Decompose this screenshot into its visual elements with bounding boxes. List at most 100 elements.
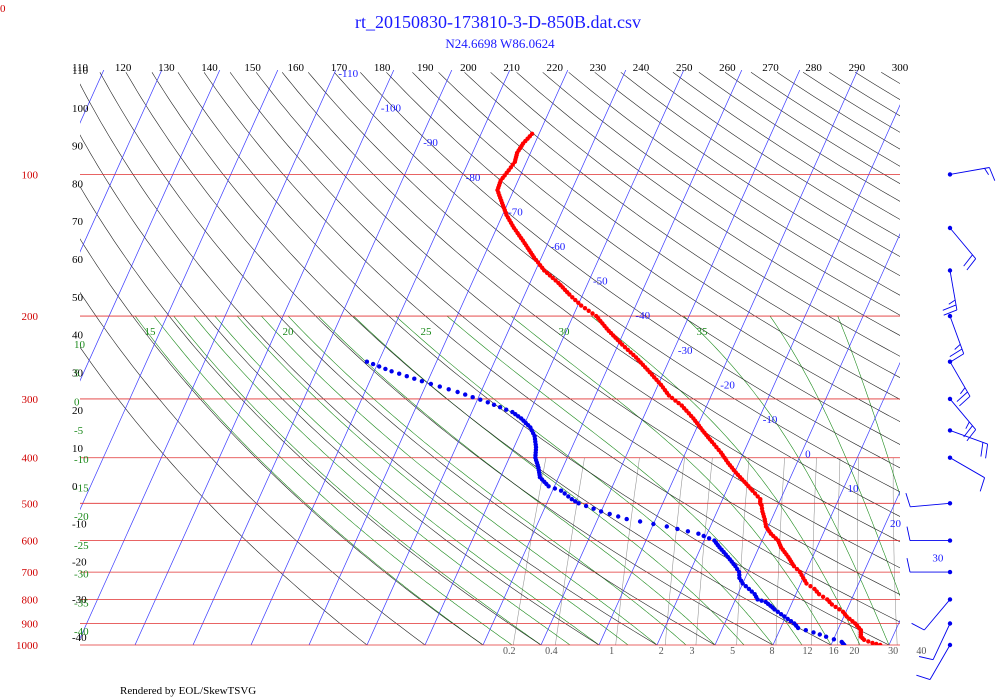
temperature-point xyxy=(837,607,842,612)
top-labels: 110 120 130 140 150 160 170 180 190 200 210 220 230 2… xyxy=(72,62,909,74)
dewpoint-point xyxy=(817,632,822,637)
dry-adiabat-label: 70 xyxy=(72,216,84,228)
temperature-point xyxy=(866,639,871,644)
dry-adiabat-line xyxy=(80,83,658,645)
dewpoint-trace xyxy=(364,359,847,645)
wind-barb-staff xyxy=(929,644,951,680)
dewpoint-point xyxy=(752,592,757,597)
temperature-trace xyxy=(495,131,883,645)
top-label: 220 xyxy=(546,62,563,74)
dry-adiabat-label: 100 xyxy=(72,103,89,115)
temperature-point xyxy=(594,313,599,319)
dry-adiabat-label: 110 xyxy=(72,65,89,77)
top-label: 160 xyxy=(288,62,305,74)
temperature-point xyxy=(679,403,684,408)
top-label: 230 xyxy=(590,62,607,74)
wind-barb-flag xyxy=(906,558,911,573)
dry-adiabat-line xyxy=(646,72,900,239)
wind-barb-station xyxy=(947,313,953,319)
mixing-ratio-lines xyxy=(512,457,898,645)
isotherm-line xyxy=(250,70,511,645)
moist-adiabat-line xyxy=(236,315,629,645)
dewpoint-point xyxy=(775,609,780,614)
isotherm-line xyxy=(308,70,569,645)
dewpoint-point xyxy=(701,533,706,539)
dry-adiabat-line xyxy=(412,72,900,422)
mixing-ratio-label: 0.2 xyxy=(503,646,516,657)
top-label: 120 xyxy=(115,62,132,74)
isotherm-label: -90 xyxy=(423,137,438,149)
isobars xyxy=(80,174,900,646)
moist-adiabat-line xyxy=(261,315,658,645)
top-label: 270 xyxy=(762,62,779,74)
dewpoint-point xyxy=(749,589,754,594)
wind-barb-flag xyxy=(966,429,977,442)
top-label: 110 xyxy=(72,62,89,74)
isotherm-label: 20 xyxy=(890,518,902,530)
top-label: 170 xyxy=(331,62,348,74)
temperature-point xyxy=(625,347,630,352)
wind-barb-flag xyxy=(959,395,971,407)
moist-adiabat-line xyxy=(287,315,687,645)
wind-barb-flag xyxy=(954,343,961,350)
dewpoint-point xyxy=(497,405,503,410)
dewpoint-point xyxy=(504,407,509,412)
top-label: 290 xyxy=(849,62,866,74)
mixing-ratio-label: 30 xyxy=(888,646,898,657)
isotherm-line xyxy=(772,361,900,645)
moist-left-label: 10 xyxy=(74,339,86,351)
dry-adiabat-line xyxy=(99,72,716,645)
footer-credit: Rendered by EOL/SkewTSVG xyxy=(120,685,256,697)
isotherm-line xyxy=(80,70,105,124)
dry-adiabat-line xyxy=(307,72,900,517)
mixing-ratio-label: 20 xyxy=(849,646,859,657)
mixing-ratio-label: 8 xyxy=(769,646,774,657)
dry-adiabat-label: 40 xyxy=(72,330,84,342)
temperature-point xyxy=(676,400,681,406)
dry-adiabat-line xyxy=(334,72,900,493)
temperature-point xyxy=(797,569,803,575)
dewpoint-point xyxy=(743,584,748,589)
temperature-point xyxy=(553,278,558,283)
isotherm-line xyxy=(424,70,685,645)
dewpoint-point xyxy=(562,491,567,496)
dewpoint-point xyxy=(624,516,629,522)
dewpoint-point xyxy=(685,529,691,534)
temperature-point xyxy=(812,586,817,592)
dry-adiabat-line xyxy=(594,72,900,277)
wind-barb-staff xyxy=(949,457,985,479)
temperature-point xyxy=(547,273,553,278)
dry-adiabat-line xyxy=(80,185,542,645)
temperature-point xyxy=(878,642,883,645)
top-label: 210 xyxy=(503,62,520,74)
dry-adiabat-line xyxy=(829,72,900,117)
wind-barb-staff xyxy=(949,315,965,354)
temperature-point xyxy=(550,275,555,281)
dewpoint-point xyxy=(792,621,797,626)
temperature-point xyxy=(755,494,760,499)
mixing-ratio-label: 2 xyxy=(659,646,664,657)
dry-adiabat-label: 80 xyxy=(72,178,84,190)
mixing-ratio-line xyxy=(695,457,713,645)
temperature-point xyxy=(840,609,846,614)
dry-adiabat-line xyxy=(855,72,900,100)
wind-barb-flag xyxy=(943,309,958,316)
isotherm-label: -30 xyxy=(678,345,693,357)
isotherm-line xyxy=(134,70,395,645)
dry-adiabat-line xyxy=(802,72,900,133)
moist-left-label: -15 xyxy=(74,483,89,495)
mixing-ratio-line xyxy=(512,457,547,645)
moist-adiabat-line xyxy=(395,315,774,645)
moist-left-label: -25 xyxy=(74,540,89,552)
dewpoint-point xyxy=(576,501,581,506)
chart-title: rt_20150830-173810-3-D-850B.dat.csv xyxy=(355,12,641,32)
dry-adiabat-line xyxy=(80,238,484,645)
moist-left-label: 0 xyxy=(74,396,80,408)
wind-barb-flag xyxy=(948,299,956,305)
temperature-point xyxy=(590,311,595,316)
pressure-label: 300 xyxy=(22,394,39,406)
temperature-point xyxy=(870,640,875,645)
dry-adiabat-line xyxy=(386,72,900,445)
wind-barb-flag xyxy=(988,167,996,181)
